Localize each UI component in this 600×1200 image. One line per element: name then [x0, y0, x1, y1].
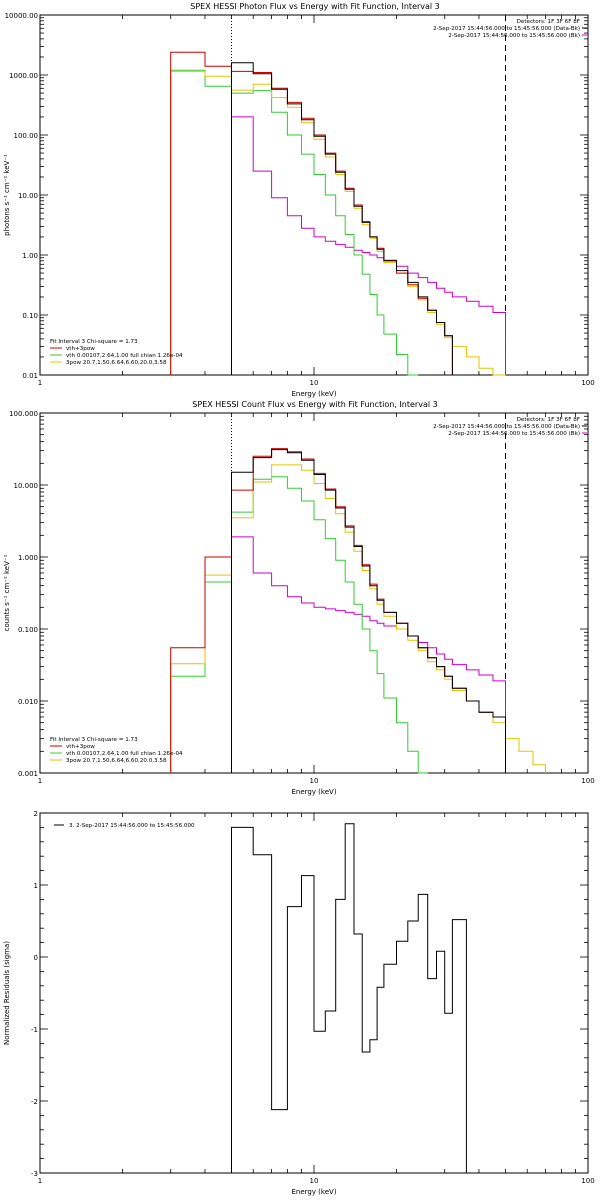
header-line: Detectors: 1F 3F 6F 8F	[517, 19, 580, 25]
header-line: 2-Sep-2017 15:44:56.000 to 15:45:56.000 …	[448, 431, 580, 437]
photon-flux-panel: SPEX HESSI Photon Flux vs Energy with Fi…	[3, 2, 595, 398]
fit-legend-entry: vth 0.00107,2.64,1.00 full chian 1.26e-0…	[66, 751, 183, 757]
x-axis-label: Energy (keV)	[291, 1188, 336, 1196]
x-tick-label: 1	[38, 777, 42, 785]
y-tick-label: 10000.00	[5, 12, 38, 20]
series-component-step-line	[170, 464, 547, 773]
x-tick-label: 10	[310, 777, 319, 785]
residual-legend-text: 3. 2-Sep-2017 15:44:56.000 to 15:45:56.0…	[69, 823, 195, 829]
y-tick-label: 100.000	[9, 410, 38, 418]
y-tick-label: 1.00	[22, 252, 38, 260]
y-axis-label: photons s⁻¹ cm⁻² keV⁻¹	[3, 154, 11, 236]
y-tick-label: -3	[31, 1170, 38, 1178]
x-tick-label: 100	[581, 777, 594, 785]
y-tick-label: 1.000	[18, 554, 38, 562]
y-tick-label: 1	[34, 882, 38, 890]
fit-legend-entry: vth+3pow	[66, 346, 95, 352]
y-tick-label: 10.000	[14, 482, 39, 490]
residuals-panel: 1 10 100 -3 -2 -1 0 1 2 Energy (keV) Normalized Re…	[3, 810, 595, 1196]
series-component-step-line	[170, 476, 428, 774]
series-data-step-line	[231, 449, 506, 773]
series-component-step-line	[170, 69, 419, 376]
fit-legend-entry: vth+3pow	[66, 744, 95, 750]
header-line: Detectors: 1F 3F 6F 8F	[517, 417, 580, 423]
y-tick-label: -2	[31, 1098, 38, 1106]
fit-legend-entry: 3pow 20.7,1.50,6.64,6.60,20.0,3.58	[66, 360, 167, 366]
x-axis-label: Energy (keV)	[291, 390, 336, 398]
y-tick-label: 1000.00	[9, 72, 38, 80]
x-tick-label: 1	[38, 1177, 42, 1185]
y-tick-label: -1	[31, 1026, 38, 1034]
y-tick-label: 0.010	[18, 698, 38, 706]
y-tick-label: 0.100	[18, 626, 38, 634]
y-axis-label: counts s⁻¹ cm⁻² keV⁻¹	[3, 554, 11, 631]
count-flux-panel: SPEX HESSI Count Flux vs Energy with Fit…	[3, 400, 595, 796]
x-axis-label: Energy (keV)	[291, 788, 336, 796]
series-residual-step-line	[231, 823, 467, 1173]
header-line: 2-Sep-2017 15:44:56.000 to 15:45:56.000 …	[433, 424, 580, 430]
y-tick-label: 0	[34, 954, 38, 962]
y-tick-label: 10.00	[18, 192, 38, 200]
y-tick-label: 2	[34, 810, 38, 818]
x-tick-label: 1	[38, 379, 42, 387]
y-tick-label: 100.00	[14, 132, 39, 140]
series-data-step-line	[231, 62, 453, 375]
count-flux-title: SPEX HESSI Count Flux vs Energy with Fit…	[192, 400, 437, 409]
series-background-step-line	[231, 116, 506, 375]
x-tick-label: 10	[310, 379, 319, 387]
photon-flux-title: SPEX HESSI Photon Flux vs Energy with Fi…	[190, 2, 440, 11]
fit-legend-title: Fit Interval 3 Chi-square = 1.73	[50, 737, 138, 743]
y-axis-label: Normalized Residuals (sigma)	[3, 941, 11, 1045]
fit-legend-entry: vth 0.00107,2.64,1.00 full chian 1.26e-0…	[66, 353, 183, 359]
fit-legend-entry: 3pow 20.7,1.50,6.64,6.60,20.0,3.58	[66, 758, 167, 764]
header-line: 2-Sep-2017 15:44:56.000 to 15:45:56.000 …	[448, 33, 580, 39]
x-tick-label: 10	[310, 1177, 319, 1185]
y-tick-label: 0.01	[22, 372, 38, 380]
x-tick-label: 100	[581, 1177, 594, 1185]
series-fit-step-line	[170, 51, 453, 375]
header-line: 2-Sep-2017 15:44:56.000 to 15:45:56.000 …	[433, 26, 580, 32]
y-tick-label: 0.001	[18, 770, 38, 778]
fit-legend-title: Fit Interval 3 Chi-square = 1.73	[50, 339, 138, 345]
x-tick-label: 100	[581, 379, 594, 387]
series-background-step-line	[231, 536, 506, 773]
y-tick-label: 0.10	[22, 312, 38, 320]
series-component-step-line	[170, 70, 506, 376]
